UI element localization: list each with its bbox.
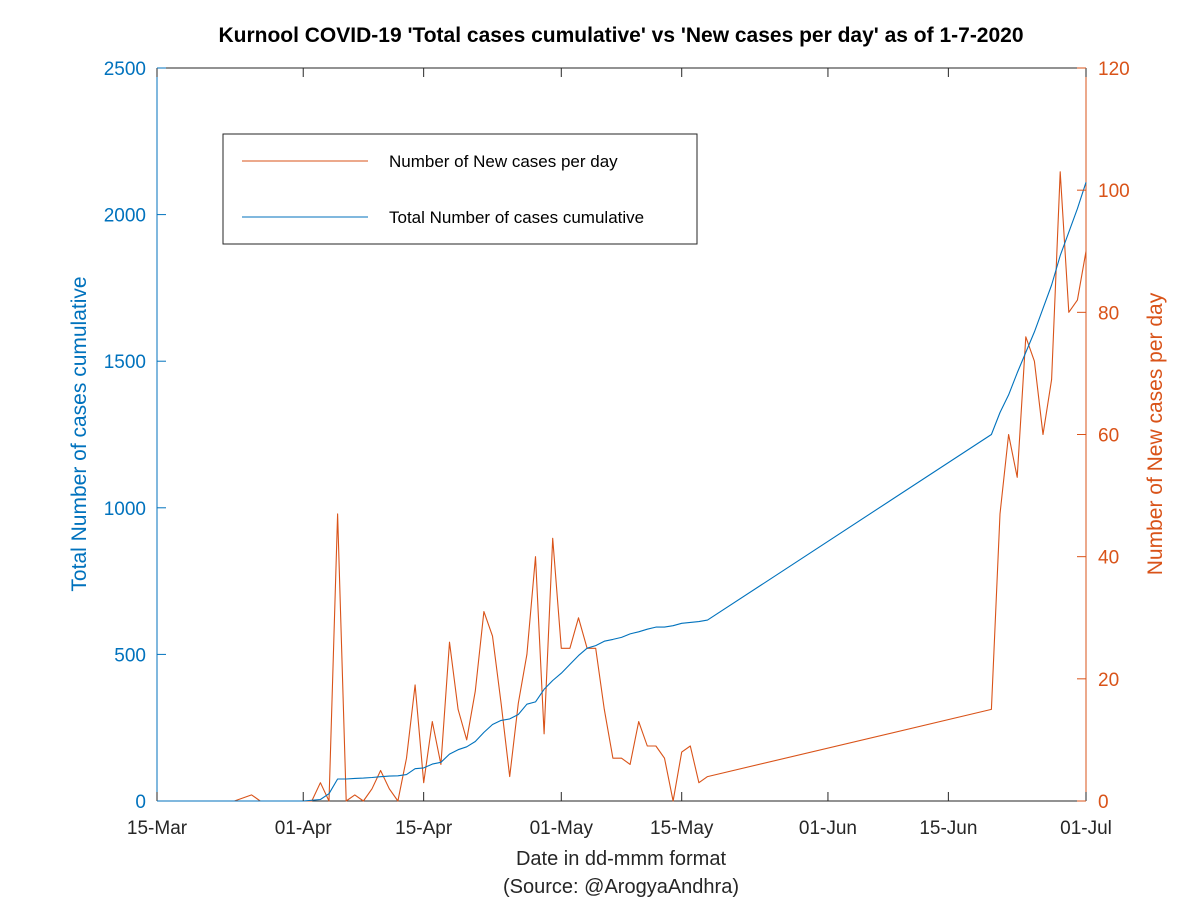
y-axis-right: 0 20 40 60 80 100 120 (1077, 59, 1130, 813)
y-right-tick-label: 80 (1098, 303, 1119, 324)
x-tick-label: 15-Jun (919, 818, 977, 839)
legend-label-new-cases: Number of New cases per day (389, 152, 618, 171)
series-line-new-cases (234, 171, 1087, 802)
series-line-total-cases (157, 182, 1087, 802)
y-left-tick-label: 1000 (104, 499, 146, 520)
x-tick-label: 15-Apr (395, 818, 453, 839)
y-axis-right-label: Number of New cases per day (1144, 292, 1167, 575)
y-axis-left-label: Total Number of cases cumulative (68, 276, 91, 591)
x-axis: 15-Mar 01-Apr 15-Apr 01-May 15-May 01-Jun 15-J… (127, 68, 1112, 839)
y-right-tick-label: 100 (1098, 181, 1130, 202)
y-left-tick-label: 0 (135, 792, 146, 813)
y-left-tick-label: 2500 (104, 59, 146, 80)
y-left-tick-label: 500 (114, 645, 146, 666)
y-right-tick-label: 120 (1098, 59, 1130, 80)
legend-label-total-cases: Total Number of cases cumulative (389, 208, 644, 227)
y-right-tick-label: 0 (1098, 792, 1109, 813)
y-right-tick-label: 40 (1098, 548, 1119, 569)
x-tick-label: 01-May (530, 818, 594, 839)
y-axis-left: 0 500 1000 1500 2000 2500 (104, 59, 166, 813)
legend: Number of New cases per day Total Number… (222, 133, 698, 245)
y-right-tick-label: 20 (1098, 670, 1119, 691)
series-layer (157, 171, 1087, 802)
legend-box (222, 133, 698, 245)
x-axis-label: Date in dd-mmm format (516, 848, 726, 870)
y-left-tick-label: 1500 (104, 352, 146, 373)
x-axis-source-label: (Source: @ArogyaAndhra) (503, 876, 739, 898)
x-tick-label: 01-Jun (799, 818, 857, 839)
x-tick-label: 01-Jul (1060, 818, 1112, 839)
chart-title: Kurnool COVID-19 'Total cases cumulative… (218, 24, 1023, 47)
y-right-tick-label: 60 (1098, 426, 1119, 447)
x-tick-label: 15-Mar (127, 818, 188, 839)
y-left-tick-label: 2000 (104, 206, 146, 227)
x-tick-label: 01-Apr (275, 818, 333, 839)
x-tick-label: 15-May (650, 818, 714, 839)
